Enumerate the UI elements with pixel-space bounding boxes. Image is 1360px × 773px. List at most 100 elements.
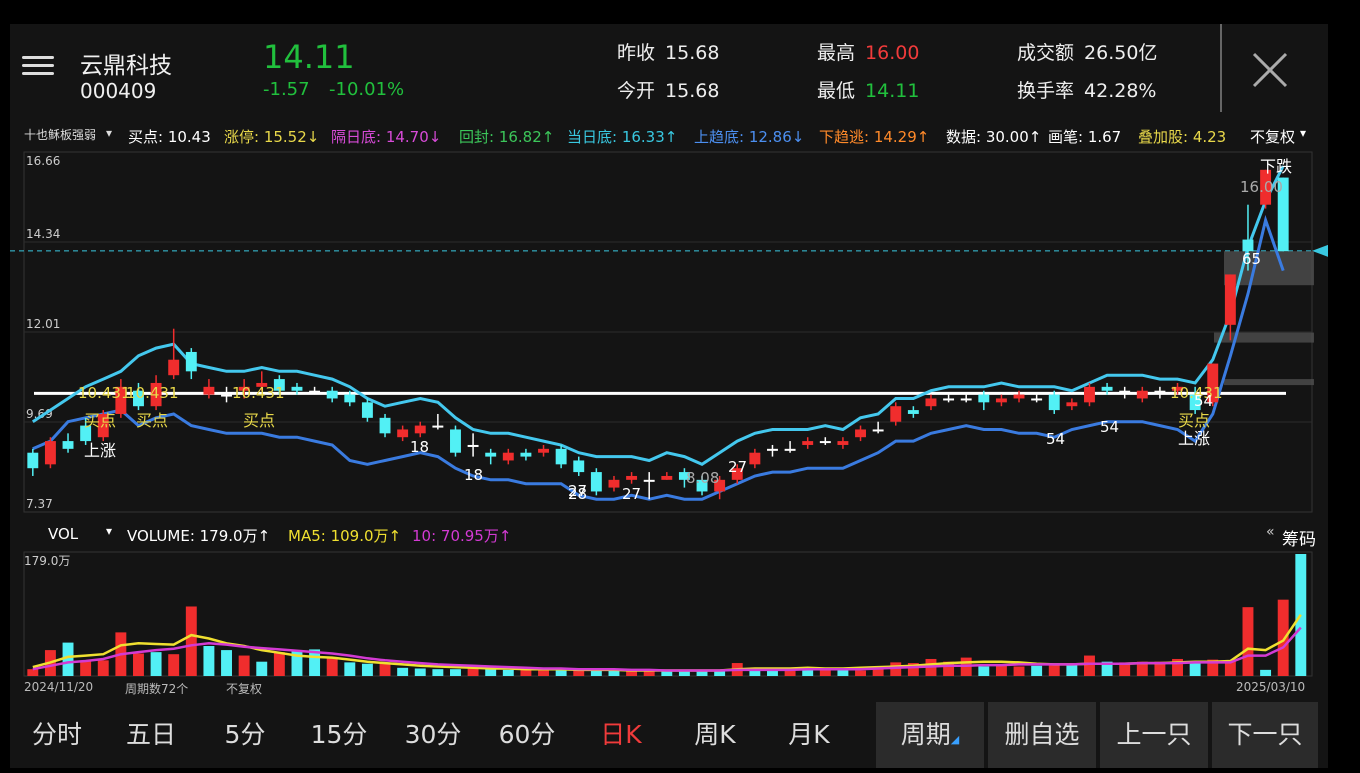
candle-body (1277, 177, 1289, 252)
volume-label[interactable]: VOL (48, 525, 79, 543)
resistance-band (1224, 379, 1314, 386)
tab-30min[interactable]: 30分 (404, 720, 462, 749)
tab-monthly-k[interactable]: 月K (788, 720, 830, 749)
candle-body (590, 472, 602, 492)
volume-bar (1101, 661, 1113, 676)
volume-bar (1084, 655, 1095, 676)
y-axis-label: 16.66 (26, 154, 60, 168)
y-axis-label: 12.01 (26, 317, 60, 331)
volume-bar (450, 669, 461, 676)
volume-bar (485, 669, 497, 676)
y-axis-label: 14.34 (26, 227, 60, 241)
indicator-item: 上趋底: 12.86↓ (694, 128, 805, 146)
candle-body (133, 390, 144, 407)
tab-daily-k[interactable]: 日K (600, 720, 642, 749)
volume-bar (907, 663, 919, 676)
volume-bar (467, 668, 479, 676)
prev-stock-button[interactable]: 上一只 (1100, 702, 1208, 768)
adjust-select[interactable]: 不复权 (1250, 128, 1296, 146)
remove-watchlist-button[interactable]: 删自选 (988, 702, 1096, 768)
candle-body (44, 441, 56, 465)
wave-count-label: 54 (1194, 392, 1213, 410)
volume-bar (133, 653, 144, 676)
amount-label: 成交额 (1017, 42, 1075, 64)
chevron-down-icon[interactable]: ▾ (106, 524, 113, 538)
volume-value: VOLUME: 179.0万↑ (127, 527, 271, 545)
volume-bar (432, 669, 444, 676)
volume-indicator-bar[interactable]: VOL ▾ VOLUME: 179.0万↑ MA5: 109.0万↑ 10: 7… (10, 523, 1328, 550)
candle-body (1207, 363, 1219, 403)
indicator-item: 叠加股: 4.23 (1138, 128, 1227, 146)
volume-bar (256, 661, 268, 676)
candle-body (203, 386, 215, 395)
candle-body (273, 379, 285, 391)
candle-body (714, 479, 726, 492)
volume-bar (1136, 661, 1148, 676)
chips-button[interactable]: 筹码 (1282, 530, 1316, 550)
volume-bar (221, 650, 232, 676)
turnover: 换手率 42.28% (1017, 76, 1156, 103)
volume-bar (1189, 661, 1201, 676)
candle-body (238, 386, 250, 391)
resistance-band (1214, 332, 1314, 343)
volume-bar (1242, 607, 1254, 676)
close-icon[interactable] (1250, 50, 1290, 90)
period-button[interactable]: 周期◢ (876, 702, 984, 768)
volume-bar (555, 670, 567, 676)
candle-body (467, 444, 479, 447)
volume-bar (1277, 599, 1289, 676)
candle-body (1136, 390, 1148, 399)
volume-bar (678, 671, 690, 676)
candle-body (344, 394, 356, 403)
candle-body (168, 359, 180, 376)
candle-body (837, 441, 849, 445)
candle-body (608, 479, 620, 488)
candle-body (802, 441, 814, 445)
chevron-down-icon[interactable]: ▾ (106, 126, 113, 140)
tab-60min[interactable]: 60分 (498, 720, 556, 749)
indicator-name[interactable]: 十也稣板强弱 (24, 128, 97, 142)
candle-body (626, 475, 638, 480)
tab-five-day[interactable]: 五日 (125, 720, 176, 749)
buy-value-label: 10.431 (232, 384, 285, 402)
open-label: 今开 (617, 80, 656, 102)
bottom-nav: 分时 五日 5分 15分 30分 60分 日K 周K 月K 周期◢ 删自选 上一… (10, 702, 1318, 768)
volume-bar (626, 670, 638, 676)
tab-weekly-k[interactable]: 周K (694, 720, 736, 749)
candle-body (1066, 402, 1078, 407)
tab-5min[interactable]: 5分 (224, 720, 266, 749)
candle-body (1048, 394, 1060, 411)
ma10-value: 10: 70.95万↑ (412, 527, 512, 545)
candle-body (62, 441, 74, 449)
candle-body (80, 425, 92, 442)
buy-value-label: 10.431 (78, 384, 131, 402)
volume-bar (520, 669, 532, 676)
wave-count-label: 27 (622, 485, 641, 503)
indicator-bar[interactable]: 十也稣板强弱 ▾ 买点: 10.43 涨停: 15.52↓ 隔日底: 14.70… (10, 124, 1328, 146)
open: 今开 15.68 (617, 76, 719, 103)
current-price-marker (1312, 244, 1328, 257)
volume-bar (1224, 660, 1236, 676)
prev-close: 昨收 15.68 (617, 38, 719, 65)
candle-body (872, 429, 884, 432)
y-axis-label: 9.69 (26, 407, 53, 421)
candle-body (731, 468, 743, 480)
volume-bar (995, 665, 1007, 676)
tab-intraday[interactable]: 分时 (31, 720, 82, 749)
chevron-down-icon[interactable]: ▾ (1300, 126, 1307, 140)
volume-bar (943, 661, 955, 676)
menu-icon[interactable] (22, 56, 54, 82)
chips-icon[interactable]: « (1266, 524, 1275, 540)
indicator-item: 下趋逃: 14.29↑ (819, 128, 930, 146)
volume-bar (414, 668, 426, 676)
candle-body (1242, 239, 1254, 252)
tab-15min[interactable]: 15分 (310, 720, 368, 749)
high-price-mark: 16.00 (1240, 178, 1283, 196)
volume-bar (185, 606, 197, 676)
period-label: 周期 (900, 720, 951, 749)
next-stock-button[interactable]: 下一只 (1212, 702, 1318, 768)
candle-body (309, 390, 321, 393)
fall-label: 下跌 (1260, 157, 1292, 176)
volume-bar (819, 669, 831, 676)
